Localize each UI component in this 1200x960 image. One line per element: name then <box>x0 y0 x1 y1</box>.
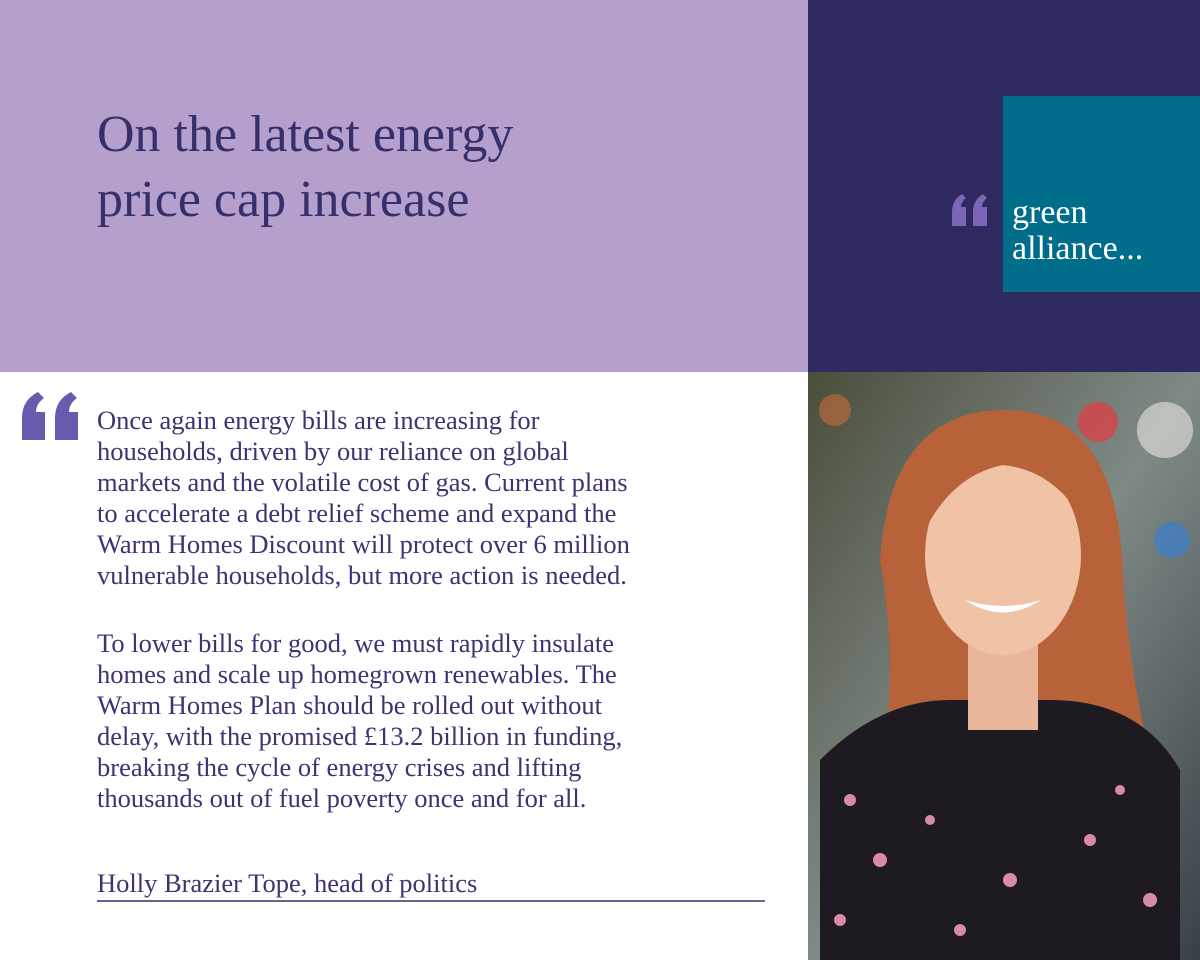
quote-line: households, driven by our reliance on gl… <box>97 436 569 466</box>
portrait-photo <box>808 372 1200 960</box>
quote-mark <box>22 392 78 440</box>
attribution: Holly Brazier Tope, head of politics <box>97 868 478 898</box>
logo-quote-mark <box>952 194 987 226</box>
quote-line: delay, with the promised £13.2 billion i… <box>97 721 623 751</box>
quote-line: markets and the volatile cost of gas. Cu… <box>97 467 628 497</box>
logo-text: green <box>1012 194 1088 231</box>
logo-box <box>1003 96 1200 292</box>
quote-line: homes and scale up homegrown renewables.… <box>97 659 617 689</box>
quote-line: Once again energy bills are increasing f… <box>97 405 540 435</box>
quote-line: To lower bills for good, we must rapidly… <box>97 628 615 658</box>
quote-line: Warm Homes Plan should be rolled out wit… <box>97 690 602 720</box>
title-line: On the latest energy <box>97 106 514 163</box>
quote-line: to accelerate a debt relief scheme and e… <box>97 498 617 528</box>
quote-line: vulnerable households, but more action i… <box>97 560 627 590</box>
header-panel <box>0 0 808 372</box>
quote-line: thousands out of fuel poverty once and f… <box>97 783 587 813</box>
title-line: price cap increase <box>97 171 470 228</box>
logo-text: alliance... <box>1012 230 1144 267</box>
quote-line: Warm Homes Discount will protect over 6 … <box>97 529 630 559</box>
quote-line: breaking the cycle of energy crises and … <box>97 752 582 782</box>
